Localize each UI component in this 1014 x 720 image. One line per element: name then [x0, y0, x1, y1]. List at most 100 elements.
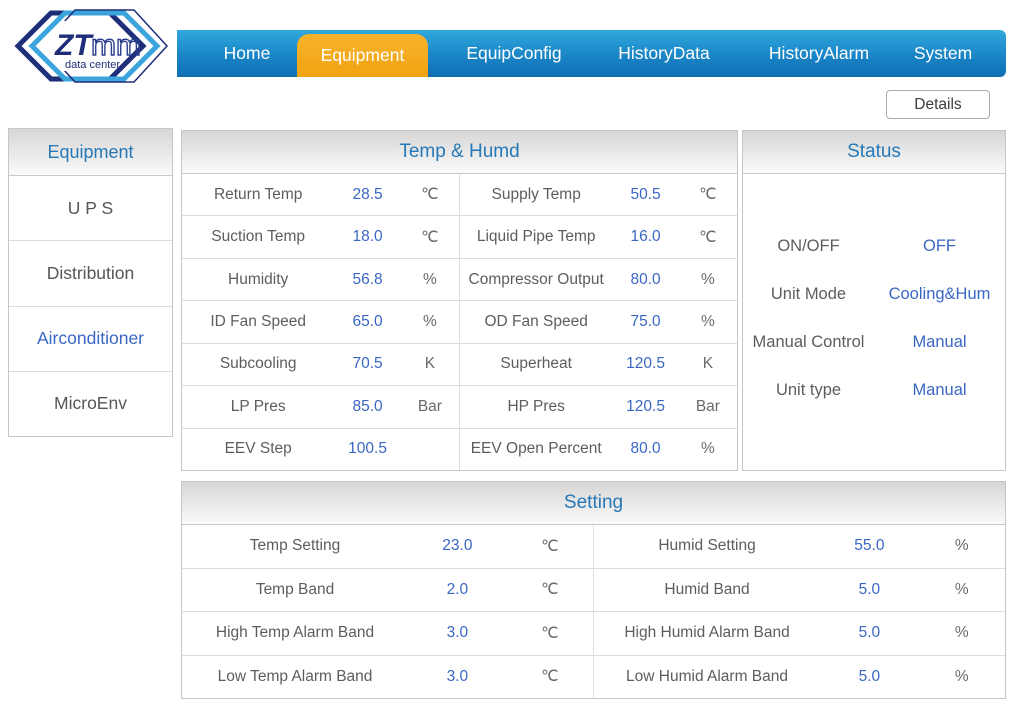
measurement-cell: Suction Temp 18.0 ℃ [182, 216, 459, 257]
logo: ZT mm data center [8, 2, 173, 86]
logo-zt-text: ZT [54, 29, 94, 62]
measurement-value: 65.0 [352, 312, 383, 330]
status-label: ON/OFF [777, 236, 840, 255]
measurement-value: 120.5 [626, 355, 665, 373]
table-row: Return Temp 28.5 ℃ Supply Temp 50.5 ℃ [182, 174, 737, 217]
measurement-label: Temp Band [255, 580, 335, 598]
table-row: EEV Step 100.5 EEV Open Percent 80.0 % [182, 428, 737, 470]
measurement-value: 56.8 [352, 270, 383, 288]
status-label: Unit type [775, 380, 842, 399]
status-value: Manual [912, 332, 967, 351]
measurement-cell: EEV Step 100.5 [182, 429, 459, 470]
measurement-label: Suction Temp [211, 228, 305, 246]
measurement-value: 55.0 [854, 537, 885, 555]
measurement-label: Subcooling [219, 355, 297, 373]
nav-equipment[interactable]: Equipment [297, 34, 428, 77]
sidebar-item-ups[interactable]: U P S [9, 176, 172, 242]
measurement-value: 70.5 [352, 355, 383, 373]
measurement-label: Temp Setting [249, 537, 341, 555]
table-row: Low Temp Alarm Band 3.0 ℃ Low Humid Alar… [182, 655, 1005, 699]
measurement-cell: Humid Setting 55.0 % [593, 525, 1005, 568]
status-value: OFF [923, 236, 956, 255]
measurement-cell: EEV Open Percent 80.0 % [459, 428, 737, 470]
temp-humd-panel: Temp & Humd Return Temp 28.5 ℃ Supply Te… [181, 130, 738, 471]
measurement-label: ID Fan Speed [210, 312, 306, 330]
measurement-unit: % [422, 270, 437, 288]
measurement-value: 2.0 [446, 580, 469, 598]
measurement-unit: ℃ [421, 186, 439, 204]
measurement-unit: % [700, 312, 715, 330]
measurement-cell: Temp Band 2.0 ℃ [182, 569, 593, 612]
measurement-value: 5.0 [858, 624, 881, 642]
measurement-cell: OD Fan Speed 75.0 % [459, 301, 737, 343]
measurement-label: OD Fan Speed [484, 312, 588, 330]
measurement-value: 85.0 [352, 397, 383, 415]
measurement-value: 120.5 [626, 397, 665, 415]
logo-subtitle: data center [65, 59, 120, 71]
sidebar-item-distribution[interactable]: Distribution [9, 241, 172, 307]
nav-historyalarm[interactable]: HistoryAlarm [768, 43, 870, 63]
measurement-cell: Supply Temp 50.5 ℃ [459, 174, 737, 216]
setting-panel: Setting Temp Setting 23.0 ℃ Humid Settin… [181, 481, 1006, 699]
measurement-cell: Low Temp Alarm Band 3.0 ℃ [182, 656, 593, 699]
measurement-value: 80.0 [630, 270, 661, 288]
main-nav: Home Equipment EquipConfig HistoryData H… [177, 30, 1006, 77]
measurement-unit: % [954, 580, 969, 598]
nav-equipconfig[interactable]: EquipConfig [466, 43, 562, 63]
measurement-label: HP Pres [507, 397, 565, 415]
measurement-unit: ℃ [699, 186, 717, 204]
measurement-unit: K [424, 355, 436, 373]
details-button[interactable]: Details [886, 90, 990, 119]
measurement-label: Compressor Output [468, 270, 604, 288]
table-row: Suction Temp 18.0 ℃ Liquid Pipe Temp 16.… [182, 216, 737, 259]
measurement-label: Supply Temp [491, 185, 581, 203]
sidebar-item-airconditioner[interactable]: Airconditioner [9, 306, 172, 372]
measurement-unit: ℃ [541, 537, 559, 555]
sidebar-item-microenv[interactable]: MicroEnv [9, 371, 172, 436]
measurement-label: LP Pres [230, 397, 286, 415]
status-label: Manual Control [752, 332, 865, 351]
table-row: Temp Setting 23.0 ℃ Humid Setting 55.0 % [182, 525, 1005, 569]
status-label: Unit Mode [770, 284, 847, 303]
measurement-label: Liquid Pipe Temp [476, 228, 596, 246]
status-panel: Status ON/OFF OFF Unit Mode Cooling&Hum … [742, 130, 1006, 471]
measurement-cell: ID Fan Speed 65.0 % [182, 301, 459, 342]
status-title: Status [743, 131, 1005, 174]
measurement-label: High Temp Alarm Band [215, 624, 375, 642]
nav-historydata[interactable]: HistoryData [618, 43, 710, 63]
measurement-unit: K [702, 355, 714, 373]
measurement-cell: Superheat 120.5 K [459, 343, 737, 386]
measurement-unit: Bar [417, 397, 442, 415]
nav-system[interactable]: System [913, 43, 973, 63]
status-row: Manual Control Manual [743, 333, 1005, 352]
measurement-unit: ℃ [541, 624, 559, 642]
measurement-unit: % [700, 440, 715, 458]
measurement-value: 3.0 [446, 667, 469, 685]
measurement-cell: Low Humid Alarm Band 5.0 % [593, 655, 1005, 698]
measurement-unit: % [954, 537, 969, 555]
measurement-label: Humid Setting [658, 537, 756, 555]
measurement-unit: ℃ [541, 581, 559, 599]
measurement-cell: High Temp Alarm Band 3.0 ℃ [182, 612, 593, 655]
measurement-cell: Humid Band 5.0 % [593, 568, 1005, 611]
logo-mm-text: mm [91, 29, 141, 62]
measurement-unit: ℃ [541, 668, 559, 686]
measurement-cell: Temp Setting 23.0 ℃ [182, 525, 593, 568]
measurement-unit: % [700, 270, 715, 288]
status-value: Cooling&Hum [888, 284, 991, 303]
temp-humd-title: Temp & Humd [182, 131, 737, 174]
table-row: Humidity 56.8 % Compressor Output 80.0 % [182, 258, 737, 302]
nav-home[interactable]: Home [223, 43, 271, 63]
measurement-value: 50.5 [630, 185, 661, 203]
status-body: ON/OFF OFF Unit Mode Cooling&Hum Manual … [743, 174, 1005, 470]
table-row: LP Pres 85.0 Bar HP Pres 120.5 Bar [182, 386, 737, 429]
measurement-label: Return Temp [213, 185, 303, 203]
measurement-label: Humidity [228, 270, 289, 288]
measurement-label: EEV Open Percent [470, 440, 602, 458]
measurement-value: 80.0 [630, 440, 661, 458]
measurement-value: 100.5 [348, 440, 387, 458]
measurement-value: 28.5 [352, 185, 383, 203]
measurement-label: EEV Step [224, 440, 292, 458]
measurement-unit: % [954, 624, 969, 642]
measurement-unit: ℃ [699, 228, 717, 246]
